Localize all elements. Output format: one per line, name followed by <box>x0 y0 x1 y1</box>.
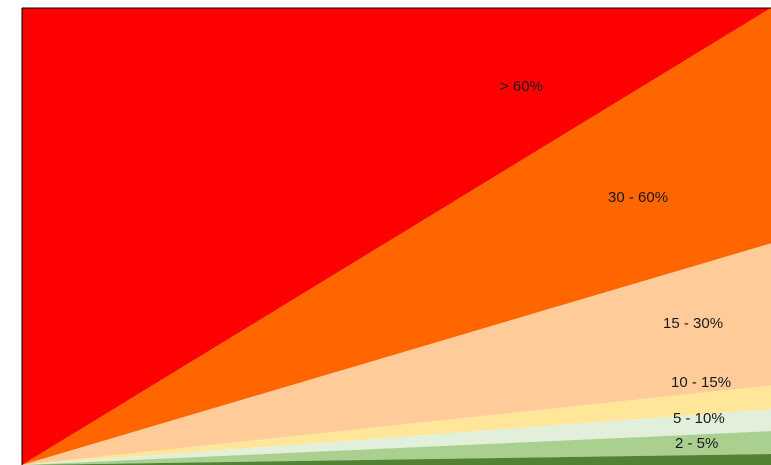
band-area-1 <box>22 8 771 465</box>
band-label-30-60: 30 - 60% <box>608 189 668 206</box>
band-label-15-30: 15 - 30% <box>663 315 723 332</box>
band-area-6 <box>22 454 771 465</box>
band-area-2 <box>22 243 771 465</box>
band-label-5-10: 5 - 10% <box>673 410 725 427</box>
band-group <box>22 8 771 465</box>
band-area-3 <box>22 385 771 465</box>
band-area-5 <box>22 431 771 465</box>
band-area-4 <box>22 409 771 465</box>
band-label-10-15: 10 - 15% <box>671 374 731 391</box>
band-label-2-5: 2 - 5% <box>675 435 718 452</box>
band-label-gt60: > 60% <box>500 78 543 95</box>
